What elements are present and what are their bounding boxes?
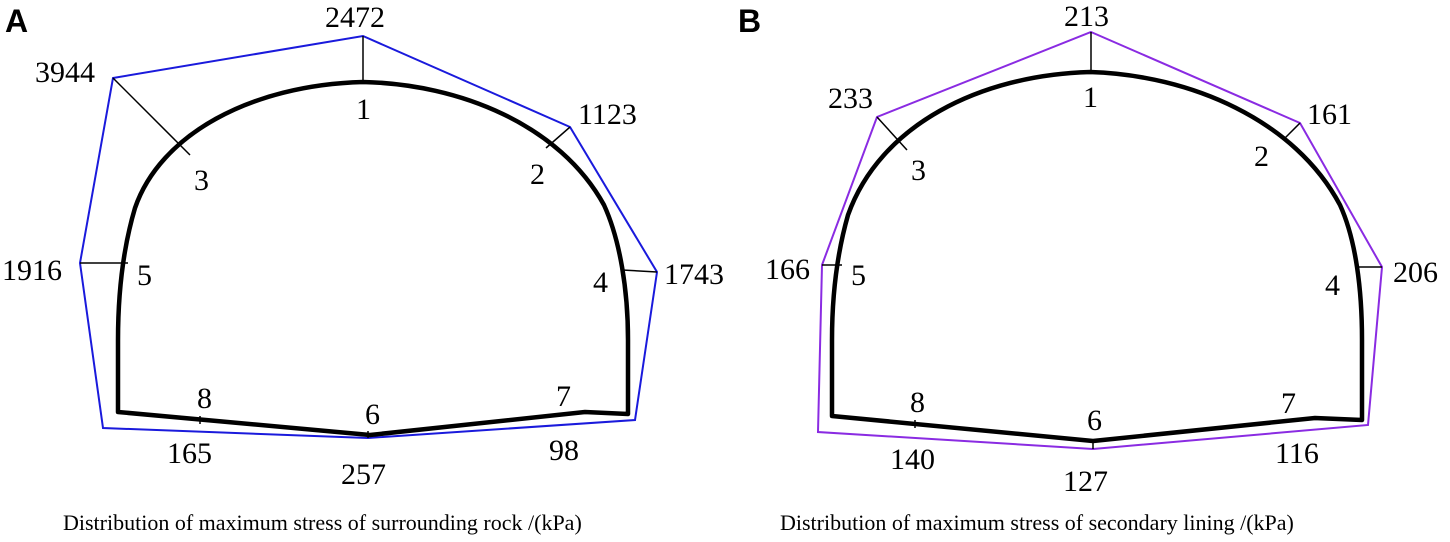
- panel-a-point-7: 7: [556, 380, 571, 413]
- panel-b-point-8: 8: [910, 386, 925, 419]
- panel-b-value-1: 213: [1064, 0, 1109, 33]
- panel-b-value-8: 140: [890, 443, 935, 476]
- panel-b-value-2: 161: [1307, 98, 1352, 131]
- panel-a-letter: A: [5, 3, 28, 39]
- panel-b-point-4: 4: [1325, 269, 1340, 302]
- panel-b-tunnel-outline: [829, 69, 1365, 444]
- panel-a-value-1: 2472: [325, 1, 385, 34]
- panel-a-point-4: 4: [593, 266, 608, 299]
- panel-a: A 1 2 3 4 5 6 7 8 2472 1123 3944 1743 19…: [2, 1, 724, 535]
- panel-b-value-3: 233: [828, 82, 873, 115]
- panel-a-value-6: 257: [341, 458, 386, 491]
- panel-a-point-2: 2: [530, 158, 545, 191]
- panel-b-point-2: 2: [1254, 140, 1269, 173]
- panel-a-value-3: 3944: [35, 56, 95, 89]
- panel-a-point-3: 3: [194, 164, 209, 197]
- panel-a-connectors: [80, 36, 658, 438]
- panel-b-point-6: 6: [1087, 404, 1102, 437]
- panel-b-value-4: 206: [1393, 256, 1438, 289]
- panel-b-connectors: [822, 32, 1382, 449]
- panel-b-point-5: 5: [851, 259, 866, 292]
- panel-a-value-8: 165: [167, 437, 212, 470]
- panel-b-value-7: 116: [1275, 437, 1319, 470]
- panel-b-value-5: 166: [765, 253, 810, 286]
- panel-a-point-8: 8: [197, 382, 212, 415]
- panel-a-value-5: 1916: [2, 254, 62, 287]
- panel-a-value-7: 98: [549, 434, 579, 467]
- panel-a-value-2: 1123: [578, 98, 637, 131]
- panel-b-point-1: 1: [1083, 81, 1098, 114]
- panel-b-value-6: 127: [1063, 465, 1108, 498]
- panel-a-point-6: 6: [365, 398, 380, 431]
- panel-b-point-7: 7: [1281, 387, 1296, 420]
- panel-a-point-5: 5: [137, 259, 152, 292]
- panel-a-tunnel-outline: [115, 79, 631, 438]
- panel-b-point-3: 3: [911, 154, 926, 187]
- panel-a-point-1: 1: [356, 93, 371, 126]
- panel-b-caption: Distribution of maximum stress of second…: [780, 510, 1294, 535]
- panel-b-letter: B: [738, 3, 761, 39]
- panel-b: B 1 2 3 4 5 6 7 8 213 161 233 206 166 12…: [738, 0, 1438, 535]
- panel-a-caption: Distribution of maximum stress of surrou…: [63, 510, 582, 535]
- panel-b-stress-envelope: [816, 30, 1384, 451]
- panel-a-value-4: 1743: [664, 258, 724, 291]
